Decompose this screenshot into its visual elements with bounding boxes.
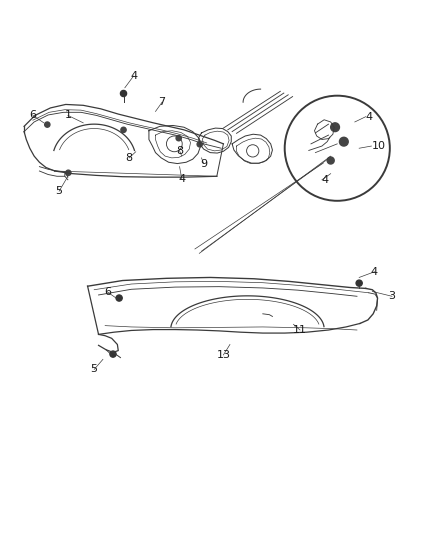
Circle shape [176,135,181,141]
Text: 9: 9 [200,159,207,168]
Text: 6: 6 [104,287,111,297]
Text: 8: 8 [176,146,183,156]
Text: 5: 5 [56,186,63,196]
Text: 3: 3 [389,291,396,301]
Text: 6: 6 [29,110,36,120]
Text: 11: 11 [293,325,307,335]
Text: 4: 4 [178,174,185,184]
Circle shape [339,138,348,146]
Text: 8: 8 [126,153,133,163]
Circle shape [45,122,50,127]
Text: 4: 4 [130,71,137,81]
Text: 7: 7 [159,97,166,107]
Circle shape [197,142,202,147]
Text: 4: 4 [371,266,378,277]
Circle shape [121,127,126,133]
Text: 5: 5 [91,365,98,374]
Text: 1: 1 [64,110,71,120]
Text: 4: 4 [366,112,373,122]
Circle shape [116,295,122,301]
Circle shape [66,170,71,175]
Circle shape [356,280,362,286]
Text: 4: 4 [322,175,329,185]
Text: 13: 13 [216,350,230,360]
Circle shape [331,123,339,132]
Text: 10: 10 [371,141,385,151]
Circle shape [327,157,334,164]
Circle shape [120,91,127,96]
Circle shape [110,351,116,357]
